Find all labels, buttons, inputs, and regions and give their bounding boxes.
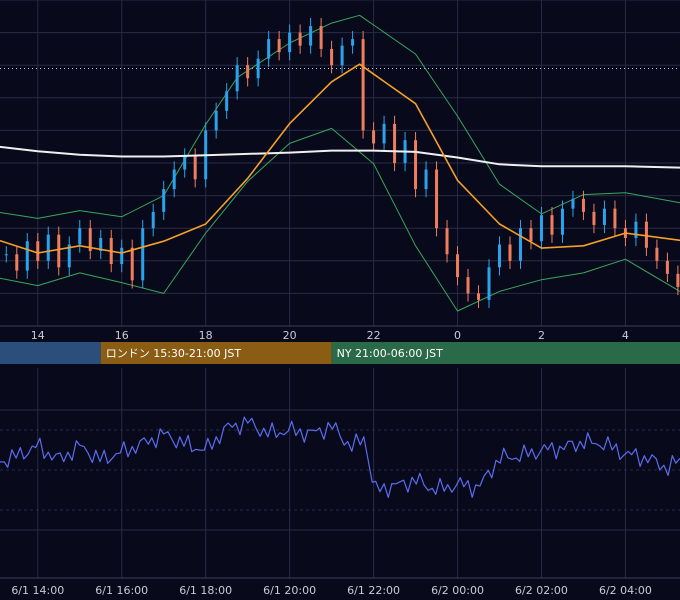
price-x-tick-label: 22 [367, 329, 381, 342]
candle-body [193, 156, 197, 180]
candle-body [15, 254, 19, 271]
candle-body [456, 254, 460, 278]
candle-body [330, 48, 334, 66]
candle-body [393, 123, 397, 163]
candle-body [288, 32, 292, 53]
candle-body [57, 234, 61, 268]
candle-body [498, 244, 502, 268]
session-block [331, 342, 680, 364]
candle-body [298, 32, 302, 46]
price-x-axis: 14 16 18 20 22 0 2 4 [31, 329, 629, 342]
candle-body [256, 58, 260, 79]
candle-body [46, 234, 50, 261]
candle-body [435, 169, 439, 229]
candle-body [539, 215, 543, 242]
session-label: ロンドン 15:30-21:00 JST [106, 347, 242, 360]
candle-body [529, 228, 533, 242]
oscillator-x-tick-label: 6/1 16:00 [95, 584, 148, 597]
oscillator-x-tick-label: 6/1 22:00 [347, 584, 400, 597]
session-bar: ロンドン 15:30-21:00 JST NY 21:00-06:00 JST [0, 342, 680, 364]
session-block [100, 342, 332, 364]
oscillator-x-tick-label: 6/2 00:00 [431, 584, 484, 597]
candle-body [225, 91, 229, 111]
oscillator-x-tick-label: 6/1 14:00 [11, 584, 64, 597]
candle-body [340, 45, 344, 66]
candle-body [560, 208, 564, 235]
candle-body [382, 123, 386, 144]
bollinger-lower-line [0, 127, 680, 312]
candle-body [665, 260, 669, 274]
bollinger-upper-line [0, 14, 680, 219]
candle-body [246, 65, 250, 79]
price-grid [0, 0, 680, 327]
candle-body [613, 208, 617, 229]
candle-body [676, 273, 680, 287]
oscillator-x-tick-label: 6/2 04:00 [599, 584, 652, 597]
candle-body [277, 39, 281, 53]
candle-body [634, 221, 638, 238]
candle-body [518, 228, 522, 261]
session-label: NY 21:00-06:00 JST [337, 347, 444, 360]
candle-body [78, 228, 82, 245]
candle-body [445, 228, 449, 255]
oscillator-x-tick-label: 6/2 02:00 [515, 584, 568, 597]
price-x-tick-label: 14 [31, 329, 45, 342]
oscillator-x-tick-label: 6/1 20:00 [263, 584, 316, 597]
moving-average-layer [0, 63, 680, 254]
session-block [0, 342, 101, 364]
long-ma-line [0, 145, 680, 169]
candle-body [67, 244, 71, 268]
candle-body [4, 254, 8, 256]
candle-body [99, 237, 103, 252]
candle-body [644, 221, 648, 248]
oscillator-line-layer [0, 416, 680, 498]
candle-body [25, 241, 29, 271]
oscillator-panel: 6/1 14:00 6/1 16:00 6/1 18:00 6/1 20:00 6/1 … [0, 368, 680, 597]
candle-body [414, 140, 418, 190]
short-ma-line [0, 63, 680, 254]
candle-body [172, 169, 176, 190]
candle-body [214, 110, 218, 131]
candle-body [319, 26, 323, 49]
price-x-tick-label: 0 [454, 329, 461, 342]
candle-body [162, 189, 166, 212]
candle-body [602, 208, 606, 225]
price-x-tick-label: 18 [199, 329, 213, 342]
oscillator-x-axis: 6/1 14:00 6/1 16:00 6/1 18:00 6/1 20:00 6/1 … [11, 584, 652, 597]
price-panel: 14 16 18 20 22 0 2 4 [0, 0, 680, 342]
candle-body [424, 169, 428, 190]
candle-body [592, 211, 596, 225]
price-x-tick-label: 2 [538, 329, 545, 342]
oscillator-grid [0, 368, 680, 579]
candle-body [120, 247, 124, 265]
price-x-tick-label: 4 [622, 329, 629, 342]
oscillator-x-tick-label: 6/1 18:00 [179, 584, 232, 597]
candle-body [571, 198, 575, 209]
oscillator-line [0, 416, 680, 498]
candle-body [351, 39, 355, 46]
candle-body [655, 247, 659, 261]
candle-body [508, 244, 512, 261]
candle-body [267, 39, 271, 59]
candle-body [151, 211, 155, 229]
candle-body [372, 130, 376, 144]
candle-body [183, 156, 187, 170]
candle-body [309, 26, 313, 46]
candle-body [487, 267, 491, 300]
candle-body [130, 247, 134, 281]
price-x-tick-label: 16 [115, 329, 129, 342]
candle-body [466, 277, 470, 294]
candle-body [581, 198, 585, 212]
candle-body [36, 241, 40, 261]
bollinger-band-layer [0, 14, 680, 312]
price-x-tick-label: 20 [283, 329, 297, 342]
candle-body [235, 65, 239, 92]
candle-body [361, 39, 365, 131]
candle-body [550, 215, 554, 235]
candle-body [141, 228, 145, 281]
candle-body [477, 293, 481, 300]
candle-body [88, 228, 92, 252]
